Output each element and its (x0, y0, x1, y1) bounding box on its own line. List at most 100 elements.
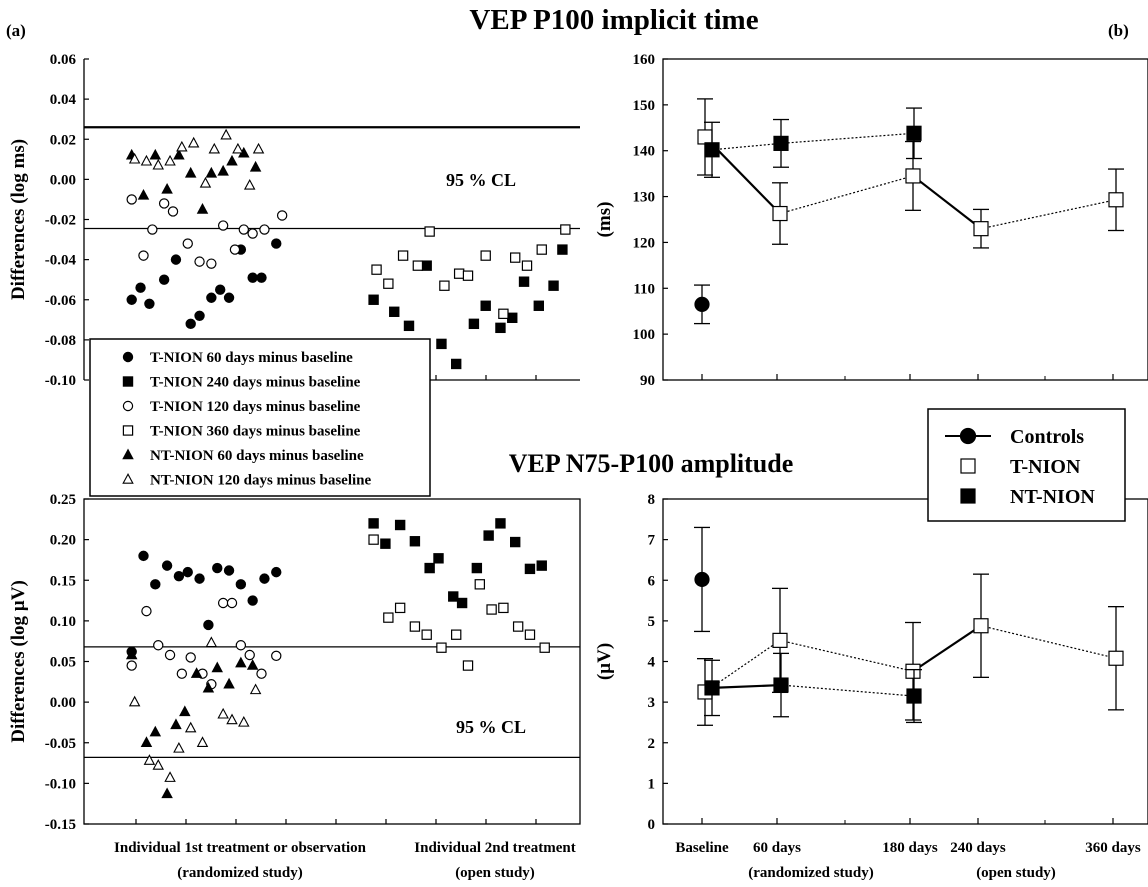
ci-label-bottom: 95 % CL (456, 717, 526, 737)
y-axis-label: Differences (log µV) (8, 580, 29, 743)
data-point (232, 142, 244, 154)
data-point (539, 642, 550, 653)
data-point (533, 300, 545, 311)
data-point (223, 292, 235, 303)
data-point (164, 771, 176, 782)
data-point (217, 220, 229, 231)
data-point (226, 713, 238, 725)
data-point (184, 166, 197, 178)
data-point (462, 660, 474, 671)
title-top: VEP P100 implicit time (469, 4, 758, 36)
y-tick-label: 150 (633, 98, 656, 114)
legend-label: T-NION (1010, 456, 1081, 478)
series-controls (694, 284, 710, 325)
series-line (711, 683, 782, 690)
data-point (697, 129, 713, 145)
data-point (412, 260, 424, 271)
data-point (256, 668, 267, 679)
legend-label: T-NION 60 days minus baseline (150, 350, 353, 366)
data-point (471, 562, 483, 574)
data-point (421, 629, 432, 640)
data-point (462, 270, 474, 281)
data-point (271, 566, 282, 578)
title-bottom: VEP N75-P100 amplitude (509, 449, 794, 478)
legend-a: T-NION 60 days minus baseline T-NION 240 … (89, 338, 431, 497)
data-point (185, 318, 196, 330)
data-point (167, 206, 179, 217)
data-point (173, 741, 185, 753)
data-point (238, 715, 250, 727)
data-point (185, 652, 196, 663)
y-tick-label: -0.08 (45, 333, 76, 349)
y-tick-label: -0.15 (45, 817, 76, 833)
data-point (510, 536, 521, 548)
y-tick-label: 4 (648, 655, 656, 671)
y-tick-label: 0.04 (50, 92, 77, 108)
series-line (780, 684, 915, 697)
data-point (905, 168, 921, 184)
data-point (383, 612, 394, 623)
data-point (498, 602, 509, 614)
data-point (468, 318, 480, 330)
data-point (424, 226, 435, 237)
data-point (137, 188, 150, 200)
data-point (694, 296, 710, 312)
axes-b-top: 90 100 110 120 130 140 150 160 (ms) (594, 52, 1148, 389)
x-tick-label: 180 days (882, 840, 938, 856)
y-tick-label: 6 (648, 573, 656, 589)
data-point (773, 677, 789, 693)
data-point (128, 152, 141, 164)
data-point (194, 256, 205, 267)
series-t-nion-60-days-minus-baseline (126, 550, 282, 657)
data-point (235, 640, 247, 651)
axes-a-bottom: -0.15 -0.10 -0.05 0.00 0.05 0.10 0.15 0.20 0.25 D… (8, 492, 581, 833)
data-point (394, 519, 406, 531)
series-t-nion (697, 573, 1124, 726)
data-point (394, 602, 406, 614)
plot-frame (662, 498, 1148, 825)
data-point (371, 264, 382, 275)
data-point (246, 659, 259, 670)
data-point (161, 560, 173, 571)
data-point (184, 721, 197, 733)
data-point (161, 182, 173, 194)
data-point (138, 250, 149, 261)
data-point (247, 228, 258, 239)
legend-label: NT-NION 120 days minus baseline (150, 473, 372, 489)
data-point (453, 268, 465, 279)
series-nt-nion-60-days-minus-baseline (125, 648, 259, 799)
data-point (521, 260, 533, 271)
y-tick-label: 0.05 (50, 655, 76, 671)
axis-frames: -0.10 -0.08 -0.06 -0.04 -0.02 0.00 0.02 0.04 0.0… (8, 52, 1148, 833)
data-point (126, 194, 137, 205)
ci-label-top: 95 % CL (446, 170, 516, 190)
data-point (161, 787, 173, 799)
data-point (389, 306, 400, 317)
legend-label: T-NION 360 days minus baseline (150, 424, 361, 440)
axes-b-bottom: 0 1 2 3 4 5 6 7 8 (µV) (594, 492, 1148, 833)
data-point (507, 312, 518, 324)
data-point (164, 154, 176, 166)
data-point (176, 140, 188, 152)
data-point (125, 648, 138, 660)
data-point (170, 718, 182, 730)
data-point (271, 650, 282, 662)
y-tick-label: -0.10 (45, 373, 76, 389)
data-point (164, 649, 176, 661)
data-point (214, 284, 226, 295)
xlabel-a-right: Individual 2nd treatment (414, 840, 575, 856)
y-tick-label: 1 (648, 776, 656, 792)
data-point (153, 640, 164, 651)
data-point (126, 294, 137, 305)
chart-marks (125, 98, 1124, 799)
data-point (182, 238, 193, 249)
series-t-nion-240-days-minus-baseline (368, 518, 547, 609)
data-point (271, 238, 282, 249)
data-point (208, 142, 221, 154)
y-tick-label: 0.15 (50, 573, 76, 589)
series-line (980, 625, 1117, 659)
data-point (220, 128, 232, 140)
y-tick-label: -0.05 (45, 736, 76, 752)
data-point (244, 649, 255, 661)
data-point (158, 274, 170, 285)
